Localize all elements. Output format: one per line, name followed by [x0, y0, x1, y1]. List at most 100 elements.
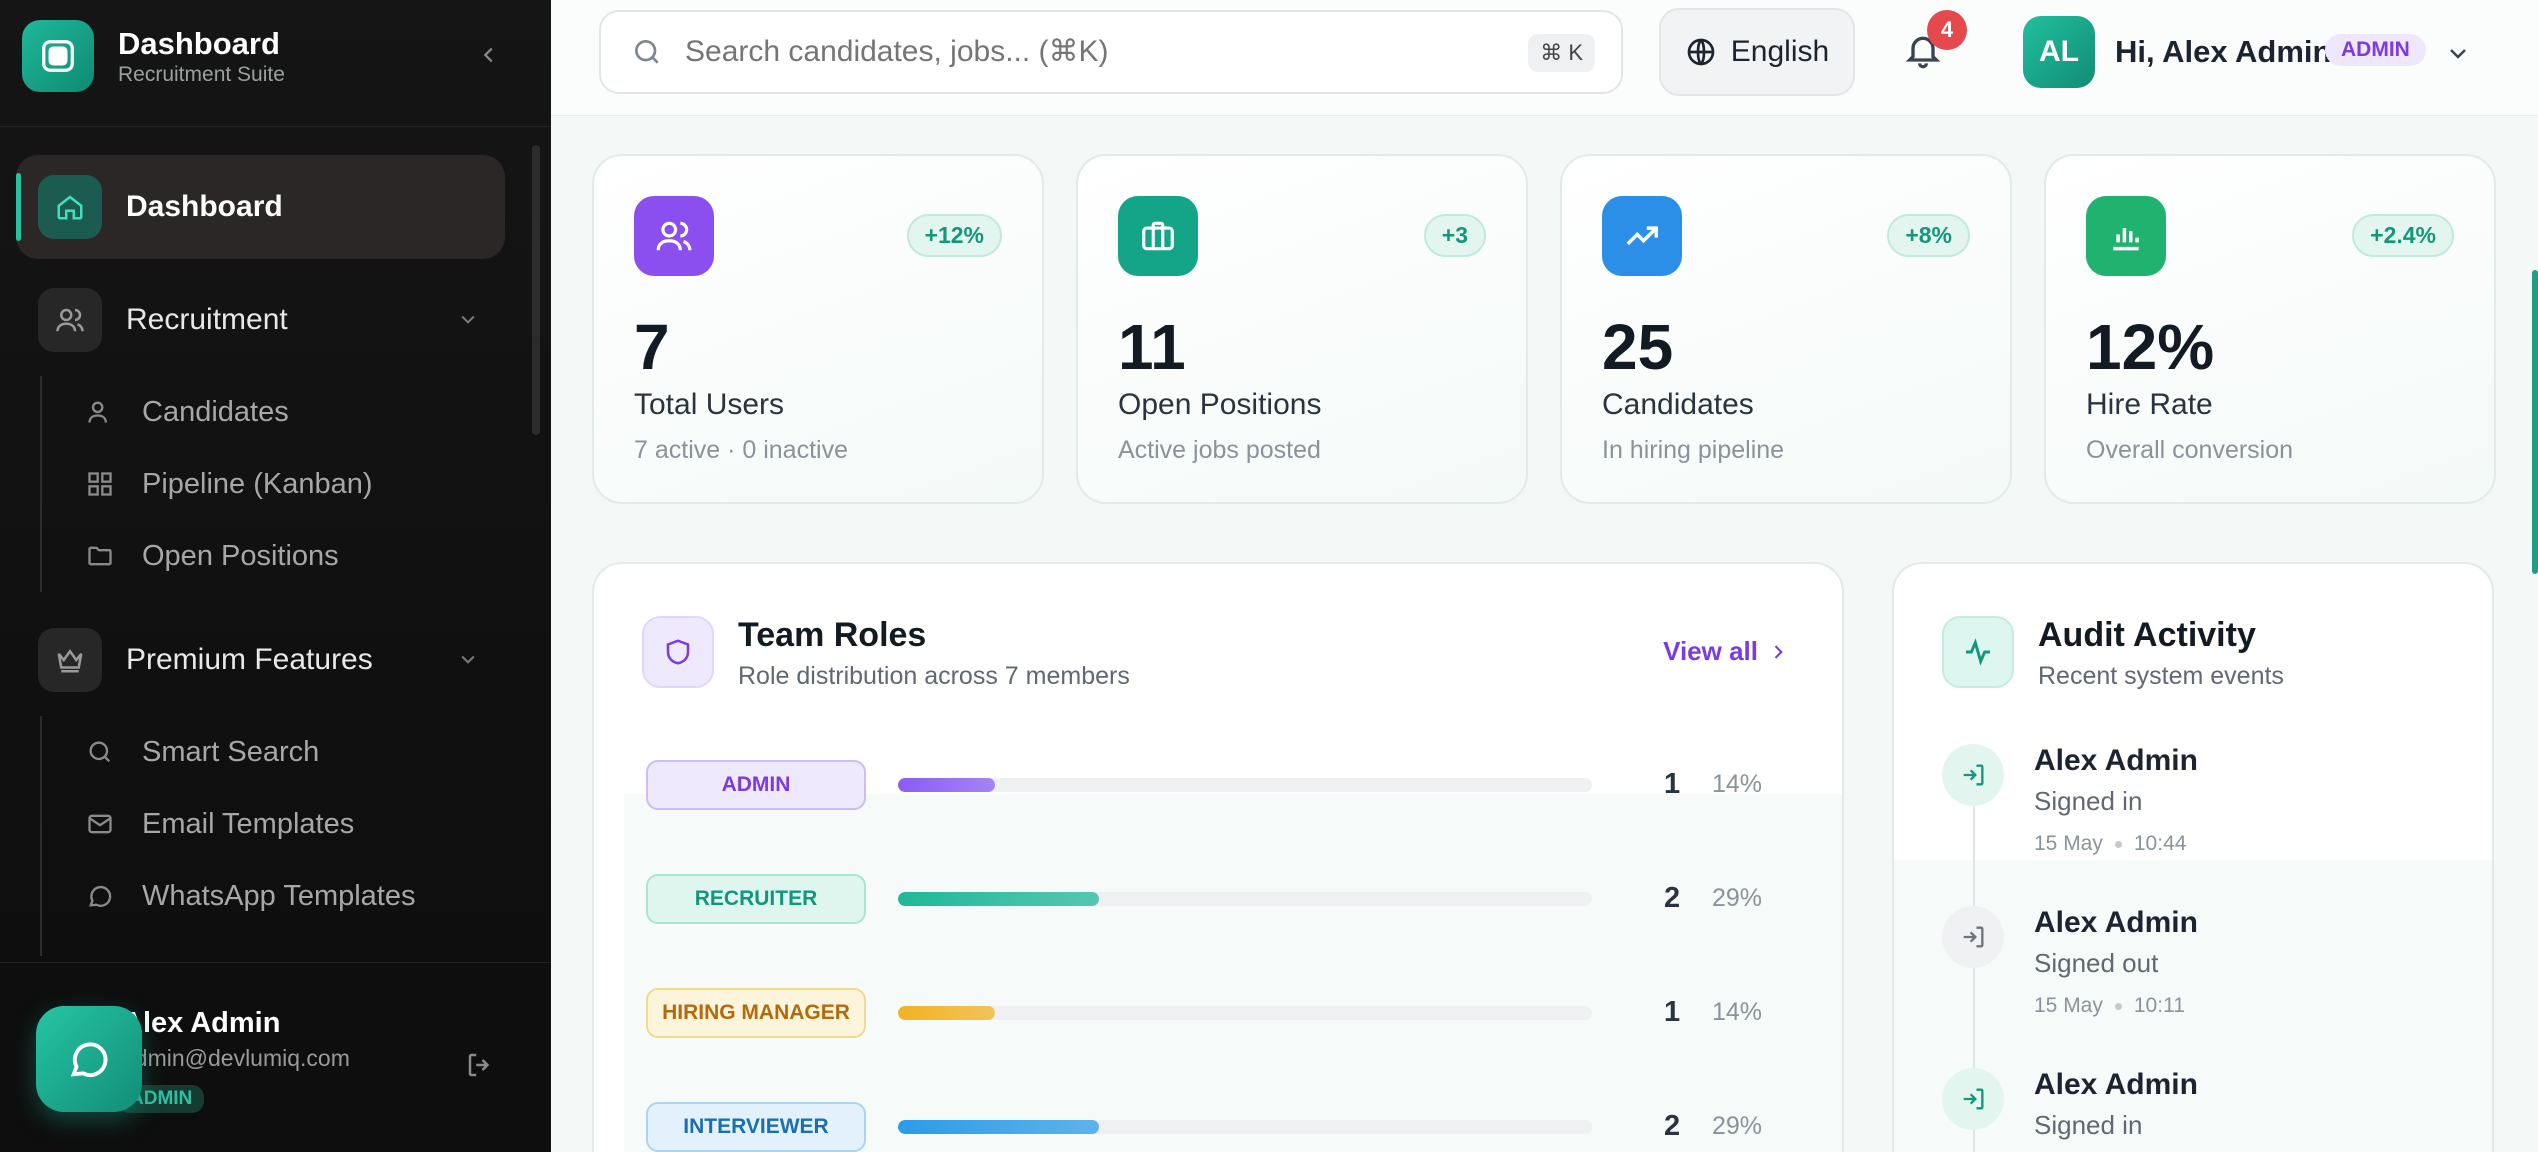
chat-support-button[interactable]	[36, 1006, 142, 1112]
stat-delta-badge: +12%	[906, 214, 1002, 257]
sidebar-item-pipeline[interactable]: Pipeline (Kanban)	[42, 448, 373, 520]
user-menu-toggle[interactable]	[2443, 38, 2473, 68]
team-roles-title: Team Roles	[738, 616, 927, 654]
brand-logo-icon	[22, 20, 94, 92]
user-icon	[86, 398, 114, 426]
search-input[interactable]	[685, 35, 1485, 69]
sidebar-item-label: Dashboard	[126, 190, 283, 223]
role-percentage: 14%	[1712, 770, 1763, 798]
stat-subtext: In hiring pipeline	[1602, 436, 1785, 464]
sidebar-item-candidates[interactable]: Candidates	[42, 376, 373, 448]
audit-event-user: Alex Admin	[2034, 906, 2198, 939]
language-label: English	[1730, 35, 1830, 68]
chevron-right-icon	[1774, 644, 1783, 659]
sign-in-icon	[1942, 1068, 2004, 1130]
role-count: 2	[1664, 1110, 1681, 1142]
role-badge: RECRUITER	[646, 874, 866, 924]
role-progress-fill	[898, 778, 996, 792]
sidebar-item-label: Pipeline (Kanban)	[142, 467, 373, 500]
briefcase-icon	[1118, 196, 1198, 276]
stat-label: Hire Rate	[2086, 388, 2213, 421]
stat-card-open-positions[interactable]: +3 11 Open Positions Active jobs posted	[1076, 154, 1528, 504]
audit-event-user: Alex Admin	[2034, 744, 2198, 777]
sidebar-item-open-positions[interactable]: Open Positions	[42, 520, 373, 592]
audit-activity-subtitle: Recent system events	[2038, 662, 2284, 690]
collapse-sidebar-button[interactable]	[472, 38, 506, 72]
sign-in-icon	[1942, 744, 2004, 806]
notifications-button[interactable]	[1901, 28, 1945, 72]
stat-delta-badge: +8%	[1887, 214, 1970, 257]
role-count: 1	[1664, 996, 1681, 1028]
role-badge: INTERVIEWER	[646, 1102, 866, 1152]
stat-value: 7	[634, 311, 670, 383]
role-row[interactable]: INTERVIEWER 2 29%	[646, 1102, 1806, 1152]
sidebar-divider	[0, 126, 551, 127]
role-count: 1	[1664, 768, 1681, 800]
sidebar-item-whatsapp-templates[interactable]: WhatsApp Templates	[42, 860, 416, 932]
sidebar-item-smart-search[interactable]: Smart Search	[42, 716, 416, 788]
separator-dot	[2114, 1002, 2122, 1010]
role-row[interactable]: HIRING MANAGER 1 14%	[646, 988, 1806, 1038]
role-percentage: 14%	[1712, 998, 1763, 1026]
audit-event-meta: 15 May 10:11	[2034, 994, 2185, 1018]
stat-card-hire-rate[interactable]: +2.4% 12% Hire Rate Overall conversion	[2044, 154, 2496, 504]
sidebar-item-label: Email Templates	[142, 807, 355, 840]
premium-submenu: Smart Search Email Templates WhatsApp Te…	[40, 716, 416, 956]
separator-dot	[2114, 840, 2122, 848]
role-progress-track	[898, 1120, 1592, 1134]
mail-icon	[86, 810, 114, 838]
crown-icon	[38, 628, 102, 692]
sign-out-icon	[1942, 906, 2004, 968]
sidebar-user-name: Alex Admin	[122, 1007, 281, 1039]
folder-icon	[86, 542, 114, 570]
home-icon	[38, 175, 102, 239]
user-greeting[interactable]: Hi, Alex Admin	[2115, 34, 2332, 69]
role-row[interactable]: RECRUITER 2 29%	[646, 874, 1806, 924]
stat-card-candidates[interactable]: +8% 25 Candidates In hiring pipeline	[1560, 154, 2012, 504]
sidebar-item-label: Candidates	[142, 395, 289, 428]
audit-event-date: 15 May	[2034, 832, 2103, 855]
stat-label: Open Positions	[1118, 388, 1322, 421]
sidebar-scrollbar[interactable]	[532, 145, 540, 435]
role-progress-track	[898, 892, 1592, 906]
sidebar-item-label: WhatsApp Templates	[142, 879, 416, 912]
role-progress-fill	[898, 1120, 1100, 1134]
chat-icon	[86, 882, 114, 910]
users-icon	[634, 196, 714, 276]
view-all-roles-link[interactable]: View all	[1663, 636, 1788, 667]
stat-value: 11	[1118, 311, 1186, 383]
page-scrollbar[interactable]	[2532, 270, 2538, 574]
sidebar-item-recruitment[interactable]: Recruitment	[16, 268, 505, 372]
role-progress-track	[898, 1006, 1592, 1020]
audit-activity-title: Audit Activity	[2038, 616, 2256, 654]
avatar[interactable]: AL	[2023, 16, 2095, 88]
message-circle-icon	[70, 1042, 108, 1077]
trending-up-icon	[1602, 196, 1682, 276]
chevron-left-icon	[483, 47, 493, 63]
audit-event-action: Signed out	[2034, 948, 2159, 978]
stat-delta-badge: +3	[1423, 214, 1486, 257]
stat-label: Total Users	[634, 388, 785, 421]
search-bar[interactable]: ⌘ K	[599, 10, 1623, 94]
top-header: ⌘ K English 4 AL Hi, Alex Admin ADMIN	[551, 0, 2538, 116]
audit-event-time: 10:11	[2133, 994, 2185, 1017]
search-shortcut-hint: ⌘ K	[1528, 34, 1595, 72]
logout-button[interactable]	[462, 1047, 498, 1083]
sidebar-item-label: Recruitment	[126, 303, 288, 336]
stat-card-total-users[interactable]: +12% 7 Total Users 7 active · 0 inactive	[592, 154, 1044, 504]
role-count: 2	[1664, 882, 1681, 914]
activity-icon	[1942, 616, 2014, 688]
sidebar-item-email-templates[interactable]: Email Templates	[42, 788, 416, 860]
role-row[interactable]: ADMIN 1 14%	[646, 760, 1806, 810]
chevron-down-icon	[2450, 49, 2466, 59]
sidebar-user-email: admin@devlumiq.com	[122, 1045, 350, 1071]
brand[interactable]: Dashboard Recruitment Suite	[22, 20, 285, 92]
bell-icon	[1905, 36, 1941, 69]
sidebar-item-premium-features[interactable]: Premium Features	[16, 608, 505, 712]
chevron-down-icon	[453, 304, 483, 334]
user-role-badge: ADMIN	[2325, 34, 2426, 66]
language-selector[interactable]: English	[1659, 8, 1855, 96]
team-roles-panel: Team Roles Role distribution across 7 me…	[592, 562, 1844, 1152]
brand-title: Dashboard	[118, 25, 280, 61]
sidebar-item-dashboard[interactable]: Dashboard	[16, 155, 505, 259]
